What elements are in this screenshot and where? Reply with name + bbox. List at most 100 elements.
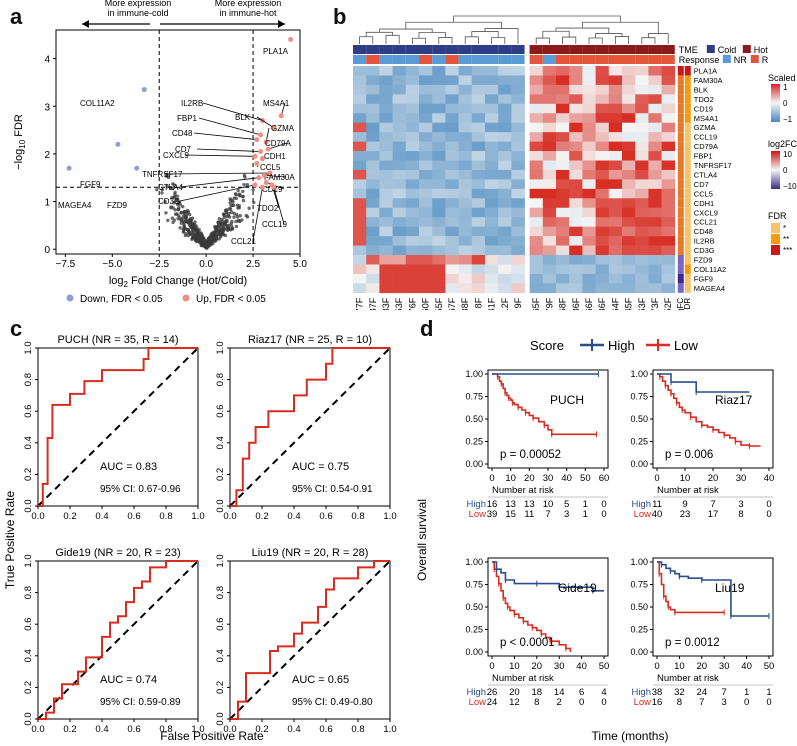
heatmap-cell <box>608 198 623 209</box>
heatmap-cell <box>392 264 407 275</box>
heatmap-cell <box>595 188 610 199</box>
label-connector <box>179 177 259 188</box>
heatmap-cell <box>608 207 623 218</box>
heatmap-cell <box>569 169 583 180</box>
heatmap-cell <box>432 236 446 246</box>
heatmap-cell <box>353 132 367 142</box>
heatmap-cell <box>353 198 367 209</box>
km-frame <box>652 557 774 657</box>
heatmap-cell <box>471 226 486 237</box>
gene-label-blk: BLK <box>694 85 708 94</box>
risk-low-count: 0 <box>601 509 606 520</box>
x-tick-label: −5.0 <box>102 259 122 270</box>
heatmap-cell <box>661 113 676 123</box>
scaled-tick: 0 <box>783 99 788 108</box>
heatmap-cell <box>432 103 446 114</box>
heatmap-cell <box>582 103 596 114</box>
heatmap-cell <box>529 273 544 284</box>
heatmap-cell <box>498 94 512 105</box>
label-connector <box>163 172 270 175</box>
x-tick-label: 0.4 <box>287 511 300 522</box>
km-legend-high: High <box>608 338 635 353</box>
sig-point-ms4a1 <box>278 113 284 119</box>
fdr-swatch <box>771 223 780 233</box>
heatmap-cell <box>379 122 393 133</box>
sample-label: 55F <box>434 297 444 310</box>
y-tick-label: 1.0 <box>215 554 226 567</box>
ns-point <box>183 215 188 220</box>
heatmap-cell <box>661 169 676 180</box>
roc-curve <box>230 560 390 720</box>
heatmap-cell <box>392 122 407 133</box>
tme-cell <box>511 45 525 54</box>
fdr-cell <box>684 273 691 284</box>
heatmap-cell <box>635 66 649 76</box>
x-tick-label: 10 <box>505 473 516 484</box>
heatmap-cell <box>432 264 446 275</box>
risk-high-count: 0 <box>601 499 606 510</box>
heatmap-cell <box>498 169 512 180</box>
heatmap-cell <box>595 169 610 180</box>
heatmap-cell <box>511 132 525 142</box>
sample-label: 79F <box>544 297 554 310</box>
heatmap-cell <box>622 179 636 190</box>
sig-point-pla1a <box>288 37 294 43</box>
heatmap-cell <box>353 94 367 105</box>
logfc-cell <box>677 264 684 274</box>
heatmap-cell <box>432 245 446 256</box>
risk-low-count: 12 <box>509 697 520 708</box>
heatmap-cell <box>648 122 662 133</box>
gene-label-cd79a: CD79A <box>694 142 718 151</box>
sample-label: 60F <box>421 297 431 310</box>
heatmap-cell <box>661 273 676 284</box>
gene-label-cd48: CD48 <box>694 227 713 236</box>
heatmap-cell <box>353 179 367 190</box>
heatmap-cell <box>622 273 636 284</box>
fdr-cell <box>684 264 691 274</box>
gene-label-col11a2: COL11A2 <box>694 265 726 274</box>
ns-point <box>175 212 179 216</box>
heatmap-cell <box>635 198 649 209</box>
heatmap-cell <box>353 236 367 246</box>
ns-point <box>170 196 174 200</box>
heatmap-cell <box>485 226 499 237</box>
heatmap-cell <box>622 151 636 161</box>
heatmap-cell <box>511 103 525 114</box>
y-tick-label: 0.50 <box>630 602 648 612</box>
scaled-colorbar <box>771 84 780 122</box>
gene-label-pla1a: PLA1A <box>263 47 289 56</box>
heatmap-cell <box>432 188 446 199</box>
heatmap-cell <box>569 113 583 123</box>
heatmap-cell <box>511 273 525 284</box>
y-tick-label: 0.25 <box>630 437 648 447</box>
heatmap-cell <box>582 226 596 237</box>
dendrogram-branch <box>484 28 519 44</box>
response-cell <box>379 55 393 64</box>
logfc-cell <box>677 207 684 218</box>
y-tick-label: 0.00 <box>465 647 483 657</box>
x-tick-label: 0.0 <box>223 724 236 735</box>
label-connector <box>256 116 274 129</box>
km-title: Liu19 <box>715 581 745 595</box>
heatmap-cell <box>529 236 544 246</box>
heatmap-cell <box>471 160 486 171</box>
heatmap-cell <box>635 151 649 161</box>
risk-low-count: 7 <box>699 697 704 708</box>
fdr-cell <box>684 207 691 218</box>
heatmap-cell <box>661 283 676 294</box>
dendrogram-branch <box>365 31 393 37</box>
heatmap-cell <box>529 84 544 95</box>
y-tick-label: 0.0 <box>215 499 226 512</box>
heatmap-cell <box>379 236 393 246</box>
heatmap-cell <box>635 113 649 123</box>
heatmap-cell <box>366 103 380 114</box>
heatmap-cell <box>353 273 367 284</box>
heatmap-cell <box>529 94 544 105</box>
heatmap-cell <box>405 226 420 237</box>
ns-point <box>160 191 164 195</box>
x-tick-label: 40 <box>576 661 587 672</box>
heatmap-cell <box>445 217 459 227</box>
x-tick-label: 10 <box>680 473 691 484</box>
risk-low-count: 23 <box>680 509 691 520</box>
y-tick-label: 0.8 <box>23 373 34 386</box>
